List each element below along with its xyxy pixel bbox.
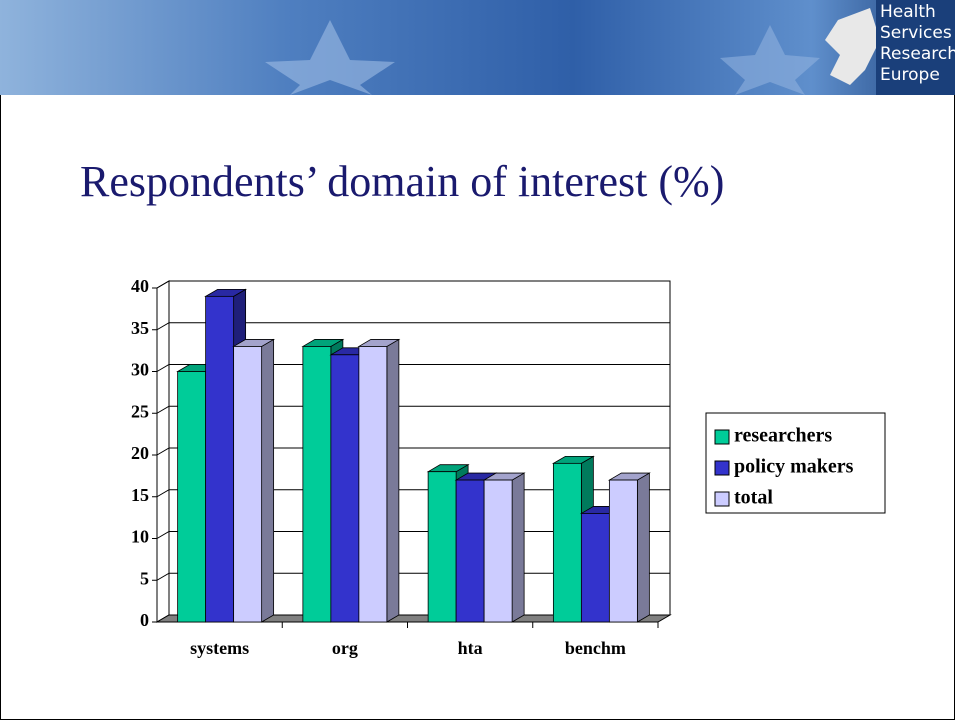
slide-title: Respondents’ domain of interest (%) [80, 157, 724, 206]
legend-label: policy makers [734, 456, 854, 478]
logo-line: Health [880, 2, 936, 22]
x-tick-label: org [332, 638, 358, 658]
logo-line: Research [880, 44, 955, 64]
europe-map [825, 8, 880, 85]
x-tick-label: benchm [565, 638, 626, 658]
y-tick-label: 10 [131, 527, 149, 547]
y-tick-label: 5 [140, 568, 149, 588]
y-tick-label: 0 [140, 610, 149, 630]
logo-line: Services [880, 23, 952, 43]
bar-front [330, 354, 360, 623]
bar-front [483, 479, 513, 623]
star-decoration [265, 20, 395, 95]
grid-line [156, 447, 670, 456]
bar [232, 338, 276, 623]
bar-front [455, 479, 485, 623]
bar-front [580, 513, 610, 623]
legend-swatch [714, 429, 730, 445]
logo-box [876, 0, 955, 95]
bar [607, 472, 651, 623]
bar-side [636, 472, 650, 623]
bar [357, 338, 401, 623]
y-tick-label: 15 [131, 485, 149, 505]
grid-line [156, 280, 670, 289]
legend-swatch [714, 491, 730, 507]
y-tick-label: 40 [131, 276, 149, 296]
bar-front [177, 371, 207, 623]
y-tick-label: 20 [131, 443, 149, 463]
bar [482, 472, 526, 623]
bar-front [205, 295, 235, 623]
y-tick-label: 30 [131, 360, 149, 380]
bar-side [511, 472, 525, 623]
x-tick-label: hta [458, 638, 483, 658]
logo-line: Europe [880, 65, 940, 85]
bar-front [358, 346, 388, 623]
legend-label: researchers [734, 425, 832, 447]
bar-side [386, 338, 400, 623]
legend-swatch [714, 460, 730, 476]
bar-front [302, 346, 332, 623]
y-tick-label: 25 [131, 401, 149, 421]
bar-front [233, 346, 263, 623]
star-decoration [720, 25, 820, 95]
grid-line [156, 405, 670, 414]
grid-line [156, 322, 670, 331]
grid-line [156, 364, 670, 372]
x-tick-label: systems [190, 638, 249, 658]
bar-front [552, 462, 582, 623]
chart: 0 5 10 15 20 25 30 35 40 systems org hta benchm resea… [131, 276, 886, 658]
legend-label: total [734, 487, 773, 509]
bar-side [261, 338, 275, 623]
bar-front [608, 479, 638, 623]
y-tick-label: 35 [131, 318, 149, 338]
bar-front [427, 471, 457, 623]
legend-box [705, 412, 886, 514]
header-banner [0, 0, 955, 95]
